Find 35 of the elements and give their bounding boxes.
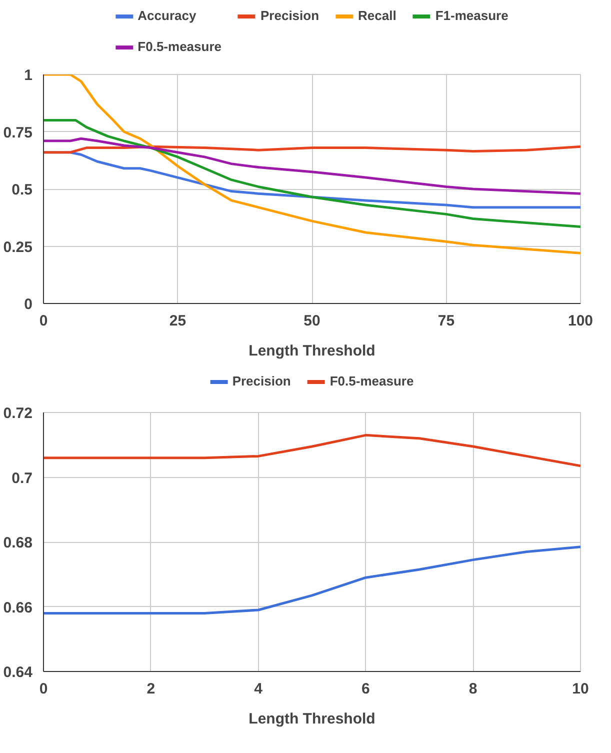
x-tick-label: 4 xyxy=(254,680,264,698)
x-tick-label: 25 xyxy=(169,312,186,330)
legend-label: F1-measure xyxy=(435,8,508,23)
line-series xyxy=(44,434,580,468)
x-axis-title: Length Threshold xyxy=(248,342,376,360)
legend-label: Recall xyxy=(358,8,396,23)
x-tick-label: 10 xyxy=(572,680,589,698)
x-tick-label: 100 xyxy=(568,312,594,330)
x-tick-label: 0 xyxy=(39,312,48,330)
y-tick-label: 0.66 xyxy=(3,599,33,616)
y-tick-label: 0.68 xyxy=(3,534,33,552)
y-tick-label: 0.72 xyxy=(3,405,33,422)
line-series xyxy=(44,74,580,254)
y-tick-label: 0.25 xyxy=(3,238,33,256)
x-tick-label: 8 xyxy=(468,680,478,698)
line-series xyxy=(44,137,580,195)
x-tick-label: 6 xyxy=(362,680,370,698)
x-axis-title: Length Threshold xyxy=(248,710,376,728)
x-tick-label: 0 xyxy=(39,680,48,698)
y-tick-label: 0.64 xyxy=(3,664,34,681)
y-tick-label: 0.7 xyxy=(12,470,33,487)
x-tick-label: 50 xyxy=(304,312,320,330)
y-tick-label: 0.75 xyxy=(3,124,33,142)
legend-label: F0.5-measure xyxy=(138,39,222,54)
y-tick-label: 1 xyxy=(24,67,32,84)
line-series xyxy=(44,546,580,614)
x-tick-label: 2 xyxy=(146,680,156,698)
legend-label: Accuracy xyxy=(138,8,196,23)
line-series xyxy=(44,119,580,228)
legend-label: Precision xyxy=(260,8,320,23)
y-tick-label: 0.5 xyxy=(12,182,33,198)
legend-label: F0.5-measure xyxy=(330,374,414,388)
x-tick-label: 75 xyxy=(438,312,455,330)
legend-label: Precision xyxy=(232,374,291,388)
y-tick-label: 0 xyxy=(24,296,32,313)
